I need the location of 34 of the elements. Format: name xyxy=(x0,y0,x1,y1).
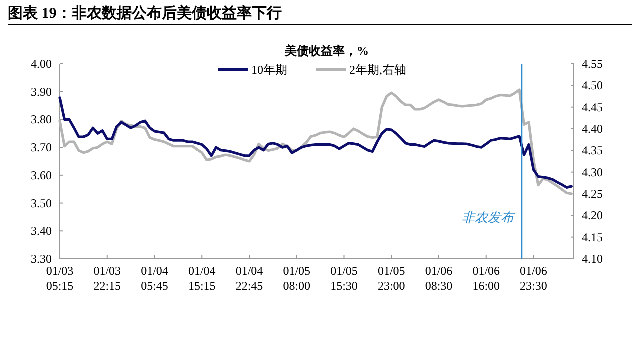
y2-tick-label: 4.35 xyxy=(582,144,603,158)
x-tick-label: 01/03 05:15 xyxy=(46,264,74,293)
legend-title: 美债收益率，% xyxy=(284,44,369,58)
y2-tick-label: 4.40 xyxy=(582,122,603,136)
y-tick-label: 3.90 xyxy=(31,84,52,99)
y2-tick-label: 4.45 xyxy=(582,100,603,114)
legend-label: 10年期 xyxy=(252,63,288,77)
x-tick-label: 01/05 23:00 xyxy=(378,264,406,293)
annotation: 非农发布 xyxy=(462,210,516,225)
y-tick-label: 3.40 xyxy=(31,224,52,238)
y-tick-label: 3.60 xyxy=(31,168,52,182)
y2-tick-label: 4.10 xyxy=(582,252,603,266)
legend-label: 2年期,右轴 xyxy=(350,63,406,77)
y2-tick-label: 4.55 xyxy=(582,57,603,71)
x-tick-label: 01/05 15:30 xyxy=(330,264,358,293)
x-tick-label: 01/06 16:00 xyxy=(472,264,500,293)
y2-tick-label: 4.15 xyxy=(582,230,603,244)
y2-tick-label: 4.25 xyxy=(582,187,603,201)
y2-tick-label: 4.30 xyxy=(582,165,603,180)
x-tick-label: 01/06 08:30 xyxy=(425,264,453,293)
x-tick-label: 01/04 05:45 xyxy=(141,264,168,293)
x-tick-label: 01/05 08:00 xyxy=(283,264,311,293)
x-tick-label: 01/03 22:15 xyxy=(94,264,122,293)
chart-title: 图表 19：非农数据公布后美债收益率下行 xyxy=(8,4,282,22)
y-tick-label: 4.00 xyxy=(31,57,52,71)
y2-tick-label: 4.20 xyxy=(582,208,603,223)
x-tick-label: 01/06 23:30 xyxy=(520,264,548,293)
y-tick-label: 3.50 xyxy=(31,196,52,210)
y-tick-label: 3.70 xyxy=(31,140,52,155)
x-tick-label: 01/04 22:45 xyxy=(236,264,264,293)
y-tick-label: 3.80 xyxy=(31,112,52,127)
y2-tick-label: 4.50 xyxy=(582,78,603,93)
x-tick-label: 01/04 15:15 xyxy=(188,264,216,293)
y-tick-label: 3.30 xyxy=(31,252,52,266)
